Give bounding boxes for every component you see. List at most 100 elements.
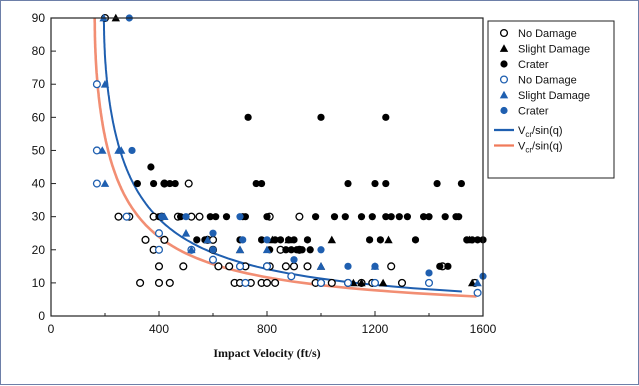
- data-point: [150, 179, 158, 188]
- data-point: [241, 278, 250, 287]
- data-point: [147, 163, 155, 171]
- data-point: [436, 262, 444, 270]
- data-point: [344, 179, 352, 188]
- legend-label: No Damage: [518, 28, 577, 40]
- data-point: [100, 80, 110, 88]
- legend-label: Crater: [518, 59, 549, 71]
- y-tick-label: 50: [32, 143, 46, 157]
- data-point: [468, 236, 476, 244]
- data-point: [262, 262, 272, 271]
- data-point: [473, 278, 482, 287]
- legend: No Damage Slight Damage Crater No Damage Sli…: [487, 20, 615, 179]
- data-point: [98, 146, 107, 154]
- data-point: [303, 236, 312, 244]
- data-point: [235, 262, 245, 271]
- y-tick-label: 80: [32, 44, 46, 58]
- y-tick-label: 90: [32, 11, 46, 25]
- data-point: [195, 212, 204, 221]
- data-point: [330, 213, 339, 221]
- data-point: [366, 236, 374, 244]
- data-point: [100, 179, 110, 187]
- axes: 0 10 20 30 40 50 60 70 80 90 0 400 800 1200 1600: [32, 11, 497, 336]
- legend-marker: [499, 44, 509, 52]
- data-point: [376, 236, 384, 244]
- data-point: [141, 235, 150, 244]
- legend-label: Vcr/sin(q): [518, 125, 563, 139]
- data-point: [327, 278, 336, 287]
- data-point: [370, 278, 380, 287]
- data-point: [317, 113, 325, 121]
- x-tick-label: 400: [149, 322, 169, 336]
- data-point: [263, 213, 271, 221]
- legend-label: Slight Damage: [518, 44, 590, 56]
- legend-label: Crater: [518, 106, 549, 118]
- curve-line: [102, 18, 462, 293]
- data-point: [271, 278, 280, 287]
- data-point: [92, 80, 101, 89]
- data-point: [473, 288, 482, 297]
- data-point: [128, 146, 136, 155]
- legend-marker: [499, 28, 509, 38]
- data-point: [235, 245, 245, 254]
- data-point: [455, 213, 463, 221]
- data-point: [158, 213, 166, 221]
- data-point: [411, 236, 420, 244]
- x-tick-label: 1600: [470, 322, 497, 336]
- legend-box: [487, 20, 615, 179]
- data-point: [290, 256, 298, 264]
- data-point: [287, 246, 295, 254]
- data-point: [187, 245, 196, 254]
- data-point: [371, 262, 379, 270]
- legend-label: Slight Damage: [518, 90, 590, 102]
- legend-label: No Damage: [518, 75, 577, 87]
- data-point: [344, 262, 352, 270]
- data-point: [258, 236, 266, 244]
- data-point: [306, 246, 314, 254]
- data-point: [317, 246, 325, 254]
- data-point: [357, 278, 366, 287]
- data-point: [160, 235, 169, 244]
- data-point: [206, 213, 214, 221]
- data-point: [179, 262, 188, 271]
- data-point: [303, 262, 312, 271]
- data-point: [368, 213, 376, 221]
- data-point: [287, 272, 296, 281]
- data-point: [154, 278, 164, 287]
- y-tick-label: 20: [32, 243, 46, 257]
- data-point: [271, 236, 279, 244]
- data-point: [182, 213, 190, 221]
- x-tick-label: 0: [48, 322, 55, 336]
- data-point: [298, 246, 306, 254]
- data-point: [171, 179, 179, 188]
- plot-area: [92, 13, 487, 298]
- data-point: [425, 213, 433, 221]
- y-tick-label: 30: [32, 210, 46, 224]
- data-point: [441, 213, 449, 221]
- data-point: [209, 246, 217, 254]
- data-point: [114, 212, 123, 221]
- legend-marker: [499, 90, 509, 99]
- data-point: [184, 179, 193, 188]
- data-point: [371, 179, 379, 188]
- data-point: [225, 262, 234, 271]
- x-axis-title: Impact Velocity (ft/s): [213, 346, 320, 360]
- data-point: [117, 146, 126, 154]
- data-point: [263, 236, 271, 244]
- data-point: [239, 236, 247, 244]
- data-point: [193, 236, 201, 244]
- data-point: [241, 213, 249, 221]
- data-point: [122, 212, 131, 221]
- data-point: [343, 278, 353, 287]
- plot-border: [50, 17, 484, 317]
- data-point: [208, 255, 218, 264]
- data-point: [209, 229, 217, 237]
- data-point: [468, 278, 477, 287]
- data-point: [425, 269, 433, 277]
- legend-label: Vcr/sin(q): [518, 141, 563, 155]
- curve-line: [93, 18, 477, 298]
- data-point: [282, 246, 290, 254]
- data-point: [316, 262, 326, 270]
- x-tick-label: 1200: [362, 322, 389, 336]
- data-point: [285, 236, 293, 244]
